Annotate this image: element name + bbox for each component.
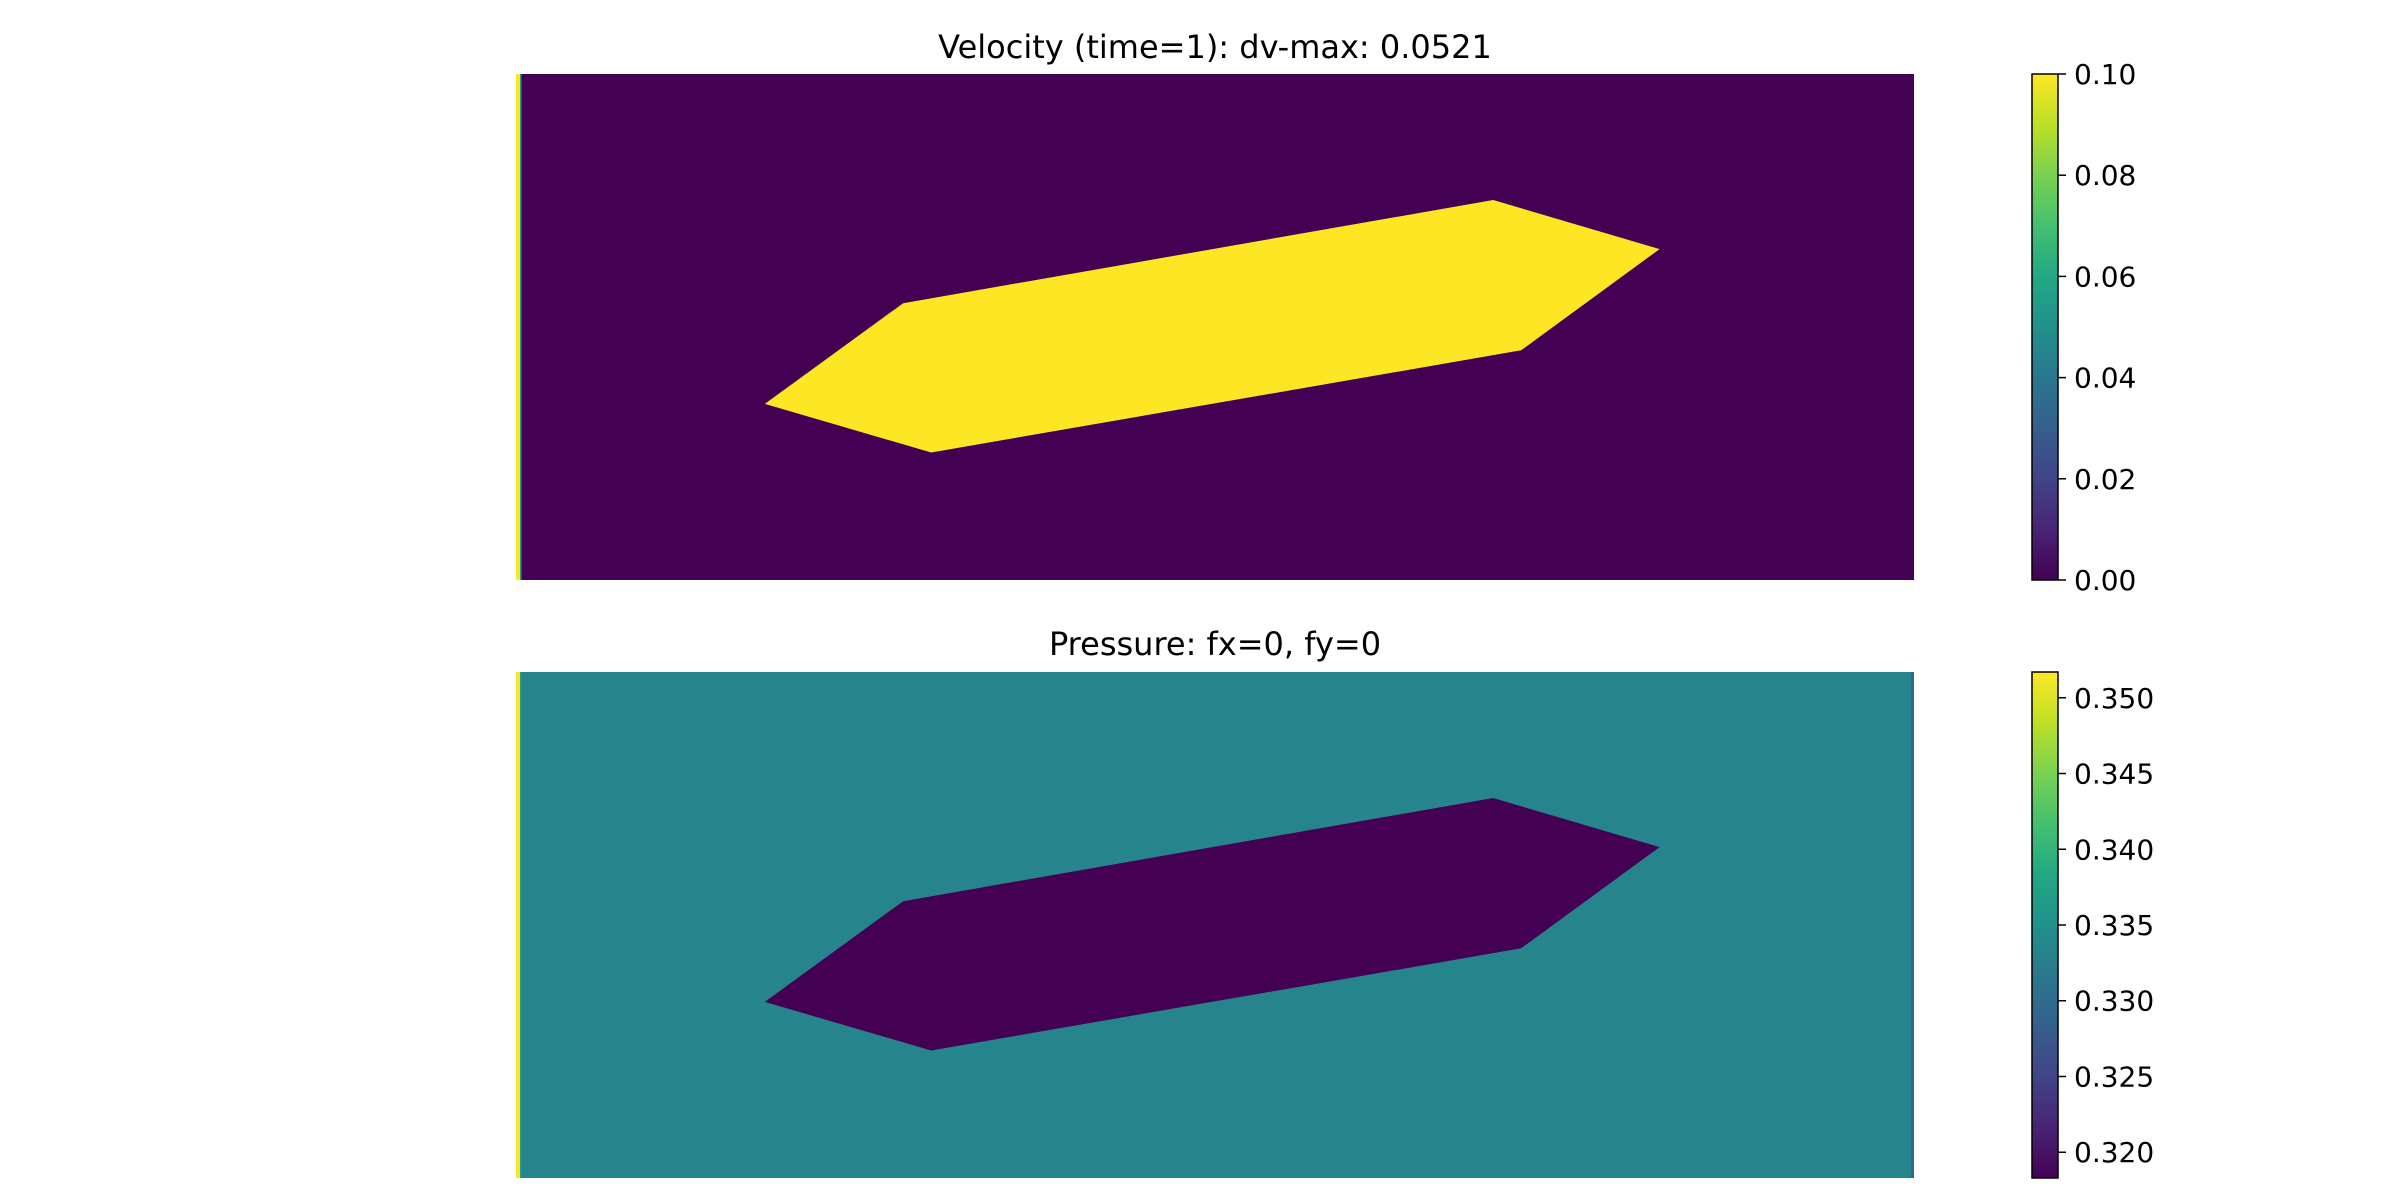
colorbar-tick-label: 0.06: [2074, 260, 2136, 293]
colorbar-tick-label: 0.08: [2074, 159, 2136, 192]
colorbar-tick-label: 0.320: [2074, 1136, 2154, 1169]
colorbar-tick-label: 0.04: [2074, 362, 2136, 395]
outlet-edge-strip: [1911, 672, 1914, 1178]
colorbar-tick-label: 0.340: [2074, 833, 2154, 866]
obstacle-region: [764, 798, 1660, 1051]
colorbar-tick-label: 0.350: [2074, 682, 2154, 715]
colorbar-tick-label: 0.10: [2074, 58, 2136, 91]
inlet-edge-strip: [516, 74, 520, 580]
colorbar-tick-label: 0.02: [2074, 463, 2136, 496]
panel-2: Pressure: fx=0, fy=0 0.320 0.325 0.330 0.335…: [516, 625, 2154, 1179]
inlet-edge-strip: [516, 672, 520, 1178]
colorbar: [2032, 672, 2058, 1178]
colorbar-tick-label: 0.335: [2074, 909, 2154, 942]
inlet-edge-blend: [520, 672, 522, 1178]
chart-title: Velocity (time=1): dv-max: 0.0521: [938, 28, 1492, 66]
colorbar-frame: [2031, 73, 2059, 581]
colorbar-tick-label: 0.345: [2074, 758, 2154, 791]
obstacle-region: [764, 200, 1660, 453]
colorbar: [2032, 74, 2058, 580]
inlet-edge-blend: [520, 74, 522, 580]
colorbar-tick-label: 0.00: [2074, 564, 2136, 597]
colorbar-tick-label: 0.325: [2074, 1060, 2154, 1093]
chart-title: Pressure: fx=0, fy=0: [1049, 625, 1381, 663]
panel-1: Velocity (time=1): dv-max: 0.0521 0.00 0.0…: [516, 28, 2136, 597]
colorbar-tick-label: 0.330: [2074, 985, 2154, 1018]
